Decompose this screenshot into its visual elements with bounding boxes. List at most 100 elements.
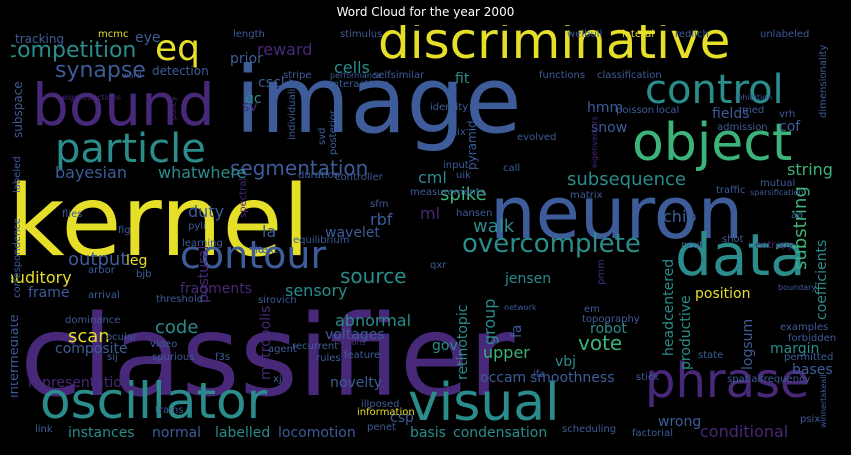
word-sv: sv	[242, 99, 258, 115]
word-eigenfunctions: eigenfunctions	[62, 93, 121, 102]
word-individuality: individuality	[287, 79, 298, 140]
word-object: object	[632, 113, 792, 173]
word-sparsification: sparsification	[750, 188, 804, 197]
word-bases: bases	[792, 362, 833, 378]
word-abnormal: abnormal	[335, 311, 411, 330]
word-labelled: labelled	[215, 425, 270, 441]
word-novelty: novelty	[330, 375, 382, 391]
word-vote: vote	[578, 331, 622, 355]
word-smoothness: smoothness	[530, 370, 615, 386]
word-poisson: poisson	[616, 105, 654, 116]
word-network: network	[504, 303, 537, 312]
word-inhibition: inhibition	[735, 93, 772, 102]
word-fields: fields	[712, 106, 750, 122]
word-xj: xj	[273, 374, 282, 385]
word-prior: prior	[230, 51, 263, 67]
word-sirovich: sirovich	[258, 295, 297, 306]
word-overcomplete: overcomplete	[462, 229, 641, 259]
word-instances: instances	[68, 425, 135, 441]
word-f3s: f3s	[215, 352, 230, 363]
word-frame: frame	[28, 285, 70, 301]
word-wrong: wrong	[658, 414, 701, 430]
word-video: video	[150, 339, 177, 350]
word-jensen: jensen	[504, 271, 551, 287]
word-productive: productive	[678, 295, 694, 370]
word-cells: cells	[334, 58, 370, 77]
word-spike: spike	[440, 184, 487, 205]
word-permitted: permitted	[784, 352, 833, 363]
word-robot: robot	[590, 321, 627, 337]
word-traffic: traffic	[716, 185, 745, 196]
word-snow: snow	[591, 120, 627, 136]
word-bayesian: bayesian	[55, 163, 127, 182]
word-local: local	[656, 105, 679, 116]
word-cscl: cscl	[258, 75, 285, 91]
word-csp: csp	[390, 410, 414, 426]
word-agent: agent	[268, 344, 297, 355]
word-gc: gc	[245, 91, 262, 107]
word-bjb: bjb	[136, 269, 151, 280]
word-intermediate: intermediate	[11, 314, 22, 398]
word-em: em	[584, 304, 600, 315]
word-spectral: spectral	[238, 178, 249, 218]
word-pyli: pyli	[188, 221, 206, 232]
word-aa: aa	[791, 210, 803, 221]
word-feature: feature	[344, 350, 380, 361]
word-cloud: classifier kernel image neuron bound discrimi…	[11, 25, 839, 447]
word-vrh: vrh	[779, 109, 795, 120]
word-walk: walk	[473, 216, 515, 237]
word-illposed: illposed	[361, 399, 400, 410]
word-ml: ml	[420, 204, 440, 223]
word-equilibrium: equilibrium	[293, 235, 350, 246]
word-whatwhere: whatwhere	[158, 163, 246, 182]
word-forbidden: forbidden	[788, 333, 836, 344]
word-detection: detection	[152, 64, 209, 78]
word-lesions: lesions	[338, 338, 366, 347]
word-stimulus: stimulus	[340, 29, 382, 40]
word-functions: functions	[539, 70, 585, 81]
word-policy: policy	[169, 96, 178, 120]
word-kernel: kernel	[11, 165, 310, 279]
word-contour: contour	[180, 233, 326, 277]
word-threshold: threshold	[156, 294, 203, 305]
word-bound: bound	[32, 71, 215, 139]
word-conditional: conditional	[700, 422, 788, 441]
word-information: information	[357, 407, 415, 418]
word-state: state	[698, 350, 723, 361]
word-chip: chip	[663, 207, 697, 226]
word-fa: fa	[509, 324, 525, 338]
chart-title: Word Cloud for the year 2000	[336, 5, 515, 19]
word-weibull: weibull	[567, 29, 602, 40]
word-ncut: ncut	[681, 240, 703, 251]
word-subsequence: subsequence	[567, 169, 686, 190]
word-text: text	[258, 245, 278, 256]
word-string: string	[787, 160, 833, 179]
word-sensory: sensory	[285, 281, 348, 300]
word-rules: rules	[316, 353, 341, 364]
word-admission: admission	[717, 122, 768, 133]
word-control: control	[645, 67, 784, 113]
word-oscillator: oscillator	[40, 372, 268, 430]
word-hansen: hansen	[456, 208, 493, 219]
word-fig: fig	[118, 225, 131, 236]
word-duty: duty	[188, 202, 224, 221]
word-sij: sij	[107, 352, 118, 363]
word-vbj: vbj	[555, 354, 576, 370]
word-output: output	[68, 249, 127, 270]
word-svd: svd	[317, 128, 328, 145]
word-phrase: phrase	[645, 353, 810, 409]
word-mcmc: mcmc	[98, 29, 128, 40]
word-rbf: rbf	[370, 210, 393, 229]
word-metropolis: metropolis	[258, 306, 274, 380]
word-hmm: hmm	[587, 100, 623, 116]
word-cml: cml	[418, 168, 447, 187]
word-data: data	[675, 221, 806, 289]
word-iu: iu	[255, 245, 264, 256]
word-voltages: voltages	[325, 327, 385, 343]
word-correspondence: correspondence	[12, 218, 23, 298]
word-image: image	[235, 47, 522, 154]
word-call: call	[503, 163, 520, 174]
word-plix: plix	[448, 127, 466, 138]
word-eq: eq	[155, 28, 200, 69]
word-code: code	[155, 317, 198, 338]
